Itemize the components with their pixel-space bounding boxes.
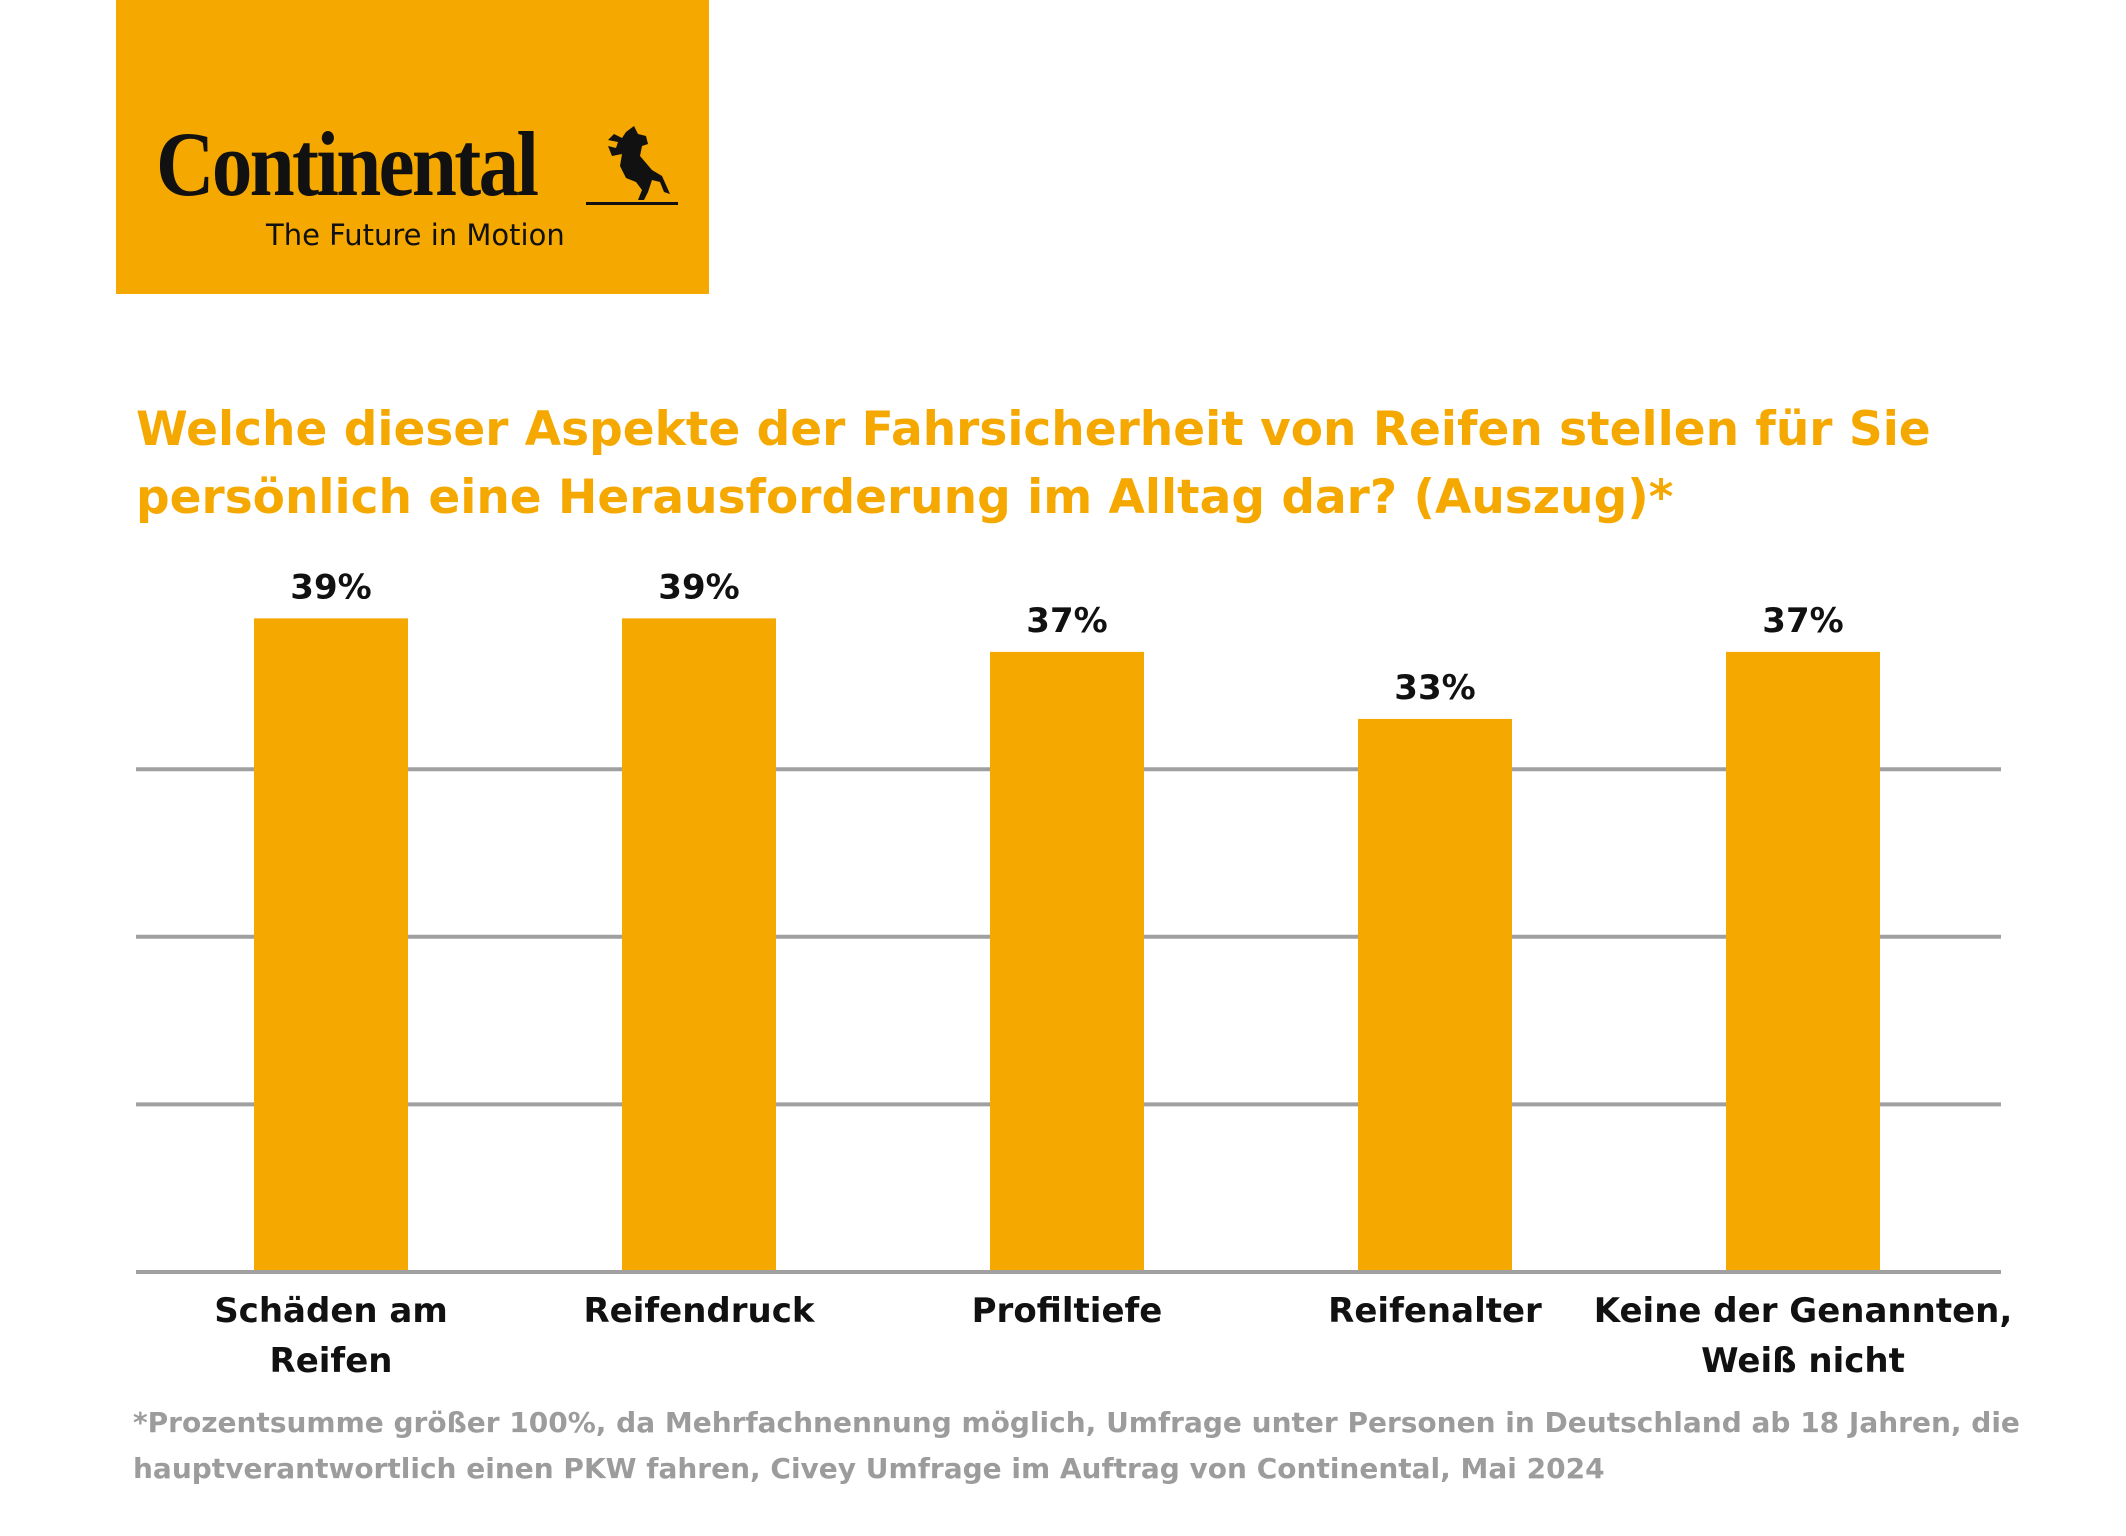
data-label: 39% bbox=[290, 567, 371, 607]
data-label: 33% bbox=[1394, 668, 1475, 708]
category-label: Keine der Genannten, bbox=[1594, 1291, 2013, 1331]
category-label: Reifen bbox=[270, 1341, 393, 1381]
bar bbox=[622, 618, 776, 1272]
category-label: Reifendruck bbox=[583, 1291, 815, 1331]
horse-icon bbox=[586, 126, 678, 205]
bar bbox=[1726, 651, 1880, 1272]
logo: Continental The Future in Motion bbox=[116, 0, 709, 294]
category-label: Profiltiefe bbox=[972, 1291, 1163, 1331]
bar bbox=[990, 651, 1144, 1272]
footnote: *Prozentsumme größer 100%, da Mehrfachne… bbox=[133, 1406, 2020, 1485]
data-label: 37% bbox=[1762, 601, 1843, 641]
bar-chart: 39% Schäden am Reifen 39% Reifendruck 37% Prof… bbox=[136, 567, 2013, 1381]
data-label: 39% bbox=[658, 567, 739, 607]
chart-title: Welche dieser Aspekte der Fahrsicherheit… bbox=[136, 402, 1931, 525]
bar bbox=[1358, 718, 1512, 1272]
category-label: Schäden am bbox=[214, 1291, 448, 1331]
logo-tagline: The Future in Motion bbox=[266, 218, 565, 252]
bar bbox=[254, 618, 408, 1272]
category-label: Weiß nicht bbox=[1701, 1341, 1905, 1381]
category-label: Reifenalter bbox=[1328, 1291, 1542, 1331]
logo-wordmark: Continental bbox=[156, 113, 539, 215]
data-label: 37% bbox=[1026, 601, 1107, 641]
